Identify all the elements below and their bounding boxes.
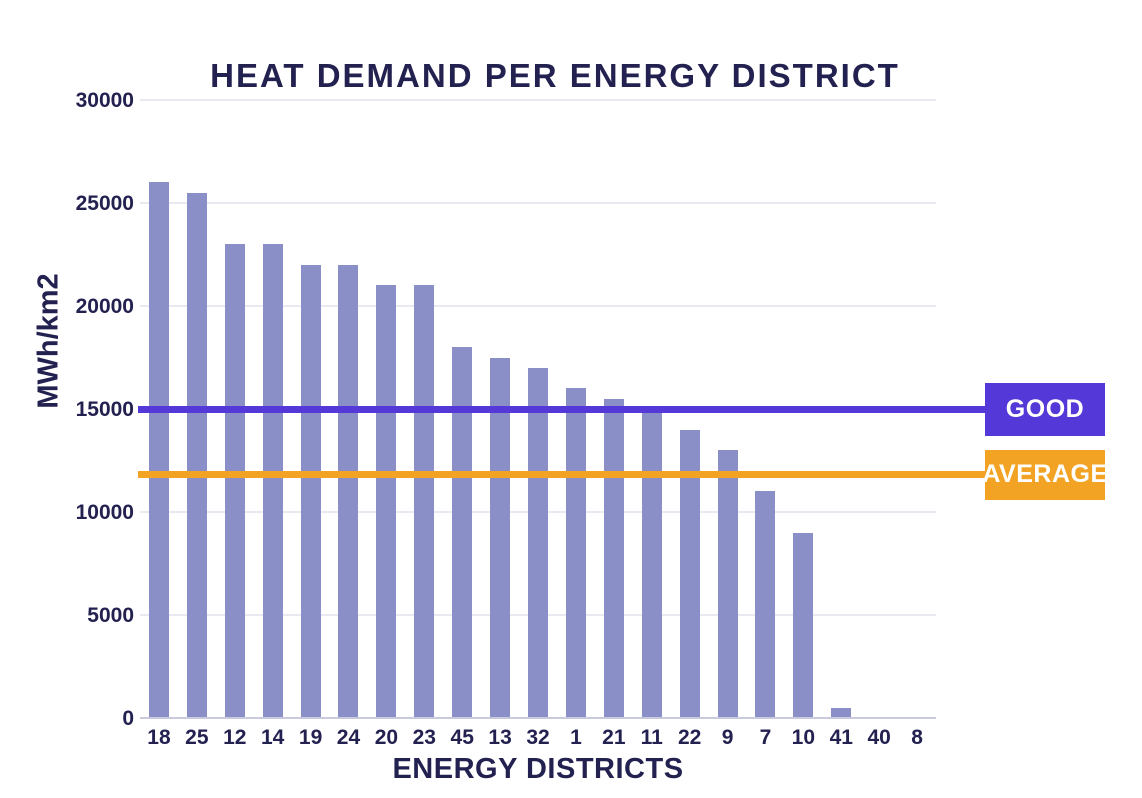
x-tick-20: 20 bbox=[374, 726, 399, 749]
x-tick-7: 7 bbox=[759, 726, 772, 749]
bar-slot-9 bbox=[709, 100, 747, 718]
x-tick-24: 24 bbox=[336, 726, 361, 749]
chart-title: HEAT DEMAND PER ENERGY DISTRICT bbox=[210, 57, 900, 94]
bar-slot-14 bbox=[254, 100, 292, 718]
x-tick-32: 32 bbox=[526, 726, 550, 749]
bar-district-13 bbox=[490, 357, 511, 718]
bar-slot-11 bbox=[633, 100, 671, 718]
bar-slot-45 bbox=[443, 100, 481, 718]
x-axis-label: ENERGY DISTRICTS bbox=[392, 753, 684, 785]
y-tick-30000: 30000 bbox=[75, 89, 134, 112]
x-tick-45: 45 bbox=[450, 726, 474, 749]
x-tick-41: 41 bbox=[829, 726, 853, 749]
average-reference-line bbox=[138, 471, 985, 479]
gridline-20000 bbox=[140, 305, 936, 307]
x-tick-9: 9 bbox=[721, 726, 734, 749]
bar-district-19 bbox=[300, 264, 321, 718]
x-axis-ticks: 18 25 12 14 19 24 20 23 45 13 32 1 21 11 22 9 7 10 41 40 8 bbox=[140, 726, 936, 750]
bar-district-41 bbox=[831, 707, 852, 718]
bar-slot-21 bbox=[595, 100, 633, 718]
x-tick-21: 21 bbox=[602, 726, 626, 749]
good-reference-line bbox=[138, 405, 985, 413]
bar-district-7 bbox=[755, 491, 776, 718]
bar-slot-20 bbox=[367, 100, 405, 718]
bar-district-45 bbox=[452, 347, 473, 718]
bar-district-24 bbox=[338, 264, 359, 718]
x-tick-14: 14 bbox=[260, 726, 285, 749]
bar-slot-19 bbox=[292, 100, 330, 718]
bar-district-25 bbox=[186, 192, 207, 718]
bar-district-22 bbox=[679, 429, 700, 718]
bar-series bbox=[140, 100, 936, 718]
y-tick-25000: 25000 bbox=[75, 192, 134, 215]
y-tick-5000: 5000 bbox=[87, 604, 134, 627]
bar-slot-10 bbox=[784, 100, 822, 718]
bar-slot-22 bbox=[671, 100, 709, 718]
x-tick-1: 1 bbox=[570, 726, 582, 749]
average-label-box: AVERAGE bbox=[982, 449, 1108, 500]
x-tick-12: 12 bbox=[223, 726, 247, 749]
bar-district-12 bbox=[224, 244, 245, 718]
bar-district-18 bbox=[148, 182, 169, 718]
bar-district-10 bbox=[793, 532, 814, 718]
bar-district-9 bbox=[717, 450, 738, 718]
x-tick-25: 25 bbox=[185, 726, 209, 749]
bar-slot-18 bbox=[140, 100, 178, 718]
bar-slot-12 bbox=[216, 100, 254, 718]
bar-slot-41 bbox=[822, 100, 860, 718]
good-label-text: GOOD bbox=[1005, 394, 1085, 423]
bar-slot-25 bbox=[178, 100, 216, 718]
x-tick-8: 8 bbox=[911, 726, 923, 749]
bar-slot-7 bbox=[747, 100, 785, 718]
plot-area bbox=[140, 99, 936, 719]
x-tick-13: 13 bbox=[488, 726, 512, 749]
bar-district-23 bbox=[414, 285, 435, 718]
x-axis-line bbox=[140, 717, 936, 719]
x-tick-40: 40 bbox=[867, 726, 891, 749]
x-tick-18: 18 bbox=[147, 726, 171, 749]
y-axis-label: MWh/km2 bbox=[32, 273, 65, 409]
x-tick-22: 22 bbox=[677, 726, 702, 749]
y-tick-10000: 10000 bbox=[75, 501, 134, 524]
bar-district-32 bbox=[528, 367, 549, 718]
bar-district-1 bbox=[565, 388, 586, 718]
bar-slot-32 bbox=[519, 100, 557, 718]
bar-slot-23 bbox=[405, 100, 443, 718]
bar-slot-24 bbox=[330, 100, 368, 718]
x-tick-10: 10 bbox=[791, 726, 816, 749]
bar-district-11 bbox=[641, 409, 662, 718]
bar-slot-1 bbox=[557, 100, 595, 718]
bar-slot-13 bbox=[481, 100, 519, 718]
y-tick-20000: 20000 bbox=[75, 295, 134, 318]
bar-district-14 bbox=[262, 244, 283, 718]
x-tick-11: 11 bbox=[640, 726, 663, 749]
bar-district-20 bbox=[376, 285, 397, 718]
x-tick-23: 23 bbox=[412, 726, 436, 749]
x-tick-19: 19 bbox=[298, 726, 323, 749]
gridline-30000 bbox=[140, 99, 936, 101]
bar-district-21 bbox=[603, 398, 624, 718]
average-label-text: AVERAGE bbox=[982, 460, 1108, 489]
y-tick-0: 0 bbox=[122, 707, 134, 730]
gridline-25000 bbox=[140, 202, 936, 204]
y-tick-15000: 15000 bbox=[75, 398, 134, 421]
good-label-box: GOOD bbox=[985, 382, 1105, 436]
